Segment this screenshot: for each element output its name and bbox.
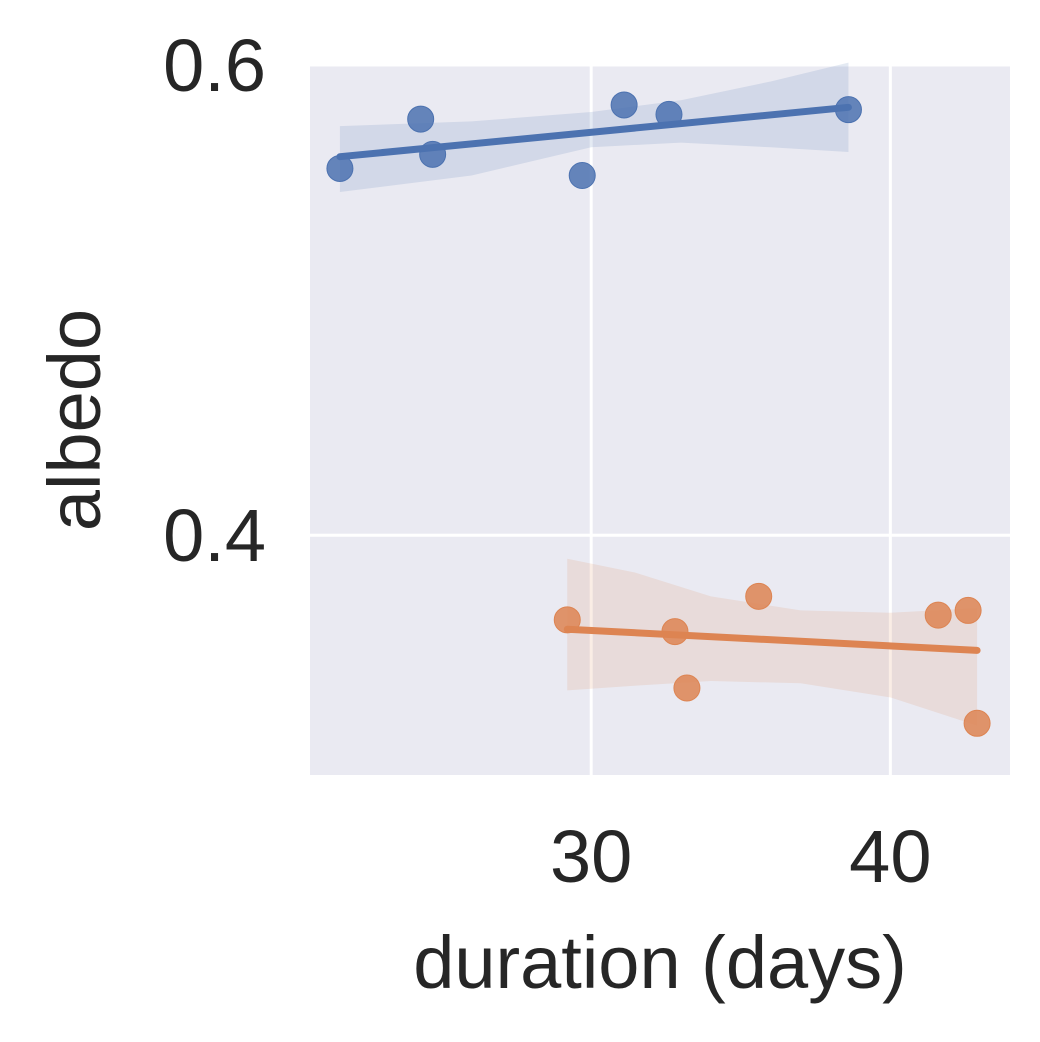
data-point-0-5: [655, 100, 683, 128]
x-tick-label-1: 40: [849, 815, 931, 898]
data-point-1-1: [661, 618, 689, 646]
data-point-0-6: [834, 96, 862, 124]
data-points: [326, 91, 991, 737]
data-point-0-4: [610, 91, 638, 119]
data-point-1-0: [553, 606, 581, 634]
data-point-1-4: [924, 601, 952, 629]
plot-area: [310, 65, 1010, 775]
x-tick-label-0: 30: [550, 815, 632, 898]
y-tick-label-0: 0.4: [163, 494, 266, 577]
data-point-1-6: [963, 709, 991, 737]
y-axis-label: albedo: [33, 309, 116, 531]
data-point-1-2: [673, 674, 701, 702]
data-point-0-2: [419, 140, 447, 168]
y-tick-label-1: 0.6: [163, 24, 266, 107]
data-point-0-3: [568, 161, 596, 189]
regression-line-1: [563, 625, 981, 654]
x-axis-label: duration (days): [413, 921, 907, 1004]
confidence-band-0: [339, 62, 849, 192]
data-point-1-3: [745, 582, 773, 610]
data-point-0-1: [407, 105, 435, 133]
tick-labels: 30 40 0.4 0.6: [163, 24, 931, 898]
data-point-1-5: [954, 596, 982, 624]
data-point-0-0: [326, 154, 354, 182]
